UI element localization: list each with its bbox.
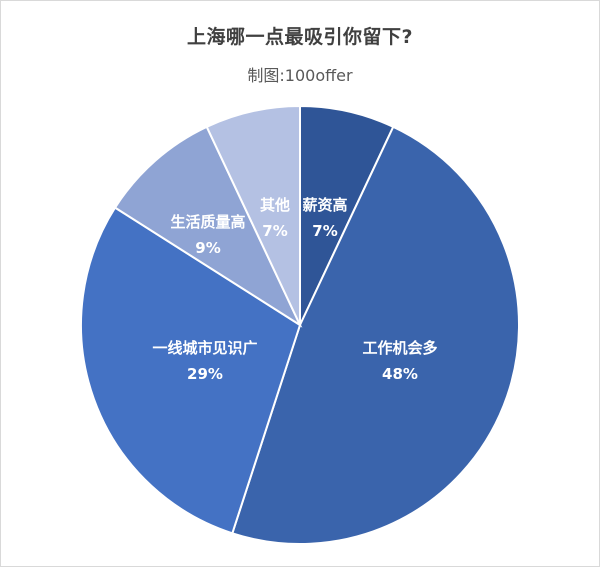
slice-category-label: 其他 (260, 196, 290, 214)
slice-value-label: 9% (195, 239, 220, 257)
slice-value-label: 29% (187, 365, 223, 383)
slice-category-label: 工作机会多 (362, 339, 437, 357)
slice-category-label: 薪资高 (302, 196, 347, 214)
pie-slice (80, 206, 302, 535)
pie-slice (231, 125, 520, 545)
pie-slice (205, 104, 301, 326)
slice-value-label: 48% (382, 365, 418, 383)
chart-title: 上海哪一点最吸引你留下? (186, 26, 414, 48)
pie-slice (113, 125, 303, 328)
slice-value-label: 7% (262, 222, 287, 240)
slice-category-label: 一线城市见识广 (152, 339, 257, 357)
slice-category-label: 生活质量高 (170, 213, 245, 231)
chart-subtitle: 制图:100offer (247, 66, 353, 85)
slice-value-label: 7% (312, 222, 337, 240)
